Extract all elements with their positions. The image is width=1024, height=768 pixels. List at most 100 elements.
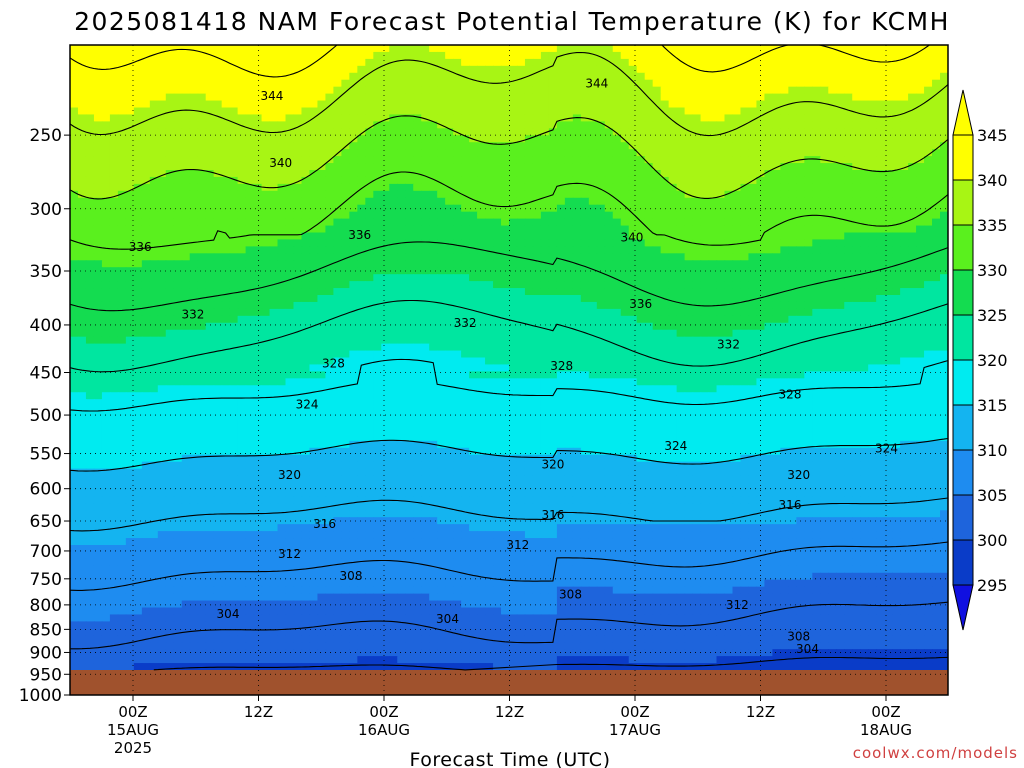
heatmap-cell xyxy=(485,72,494,81)
heatmap-cell xyxy=(277,149,287,157)
heatmap-cell xyxy=(125,135,135,143)
heatmap-cell xyxy=(70,176,79,185)
heatmap-cell xyxy=(221,93,231,102)
heatmap-cell xyxy=(237,295,247,303)
heatmap-cell xyxy=(253,322,263,331)
heatmap-cell xyxy=(397,343,406,352)
heatmap-cell xyxy=(493,281,502,289)
heatmap-cell xyxy=(892,121,901,129)
heatmap-cell xyxy=(556,329,566,338)
heatmap-cell xyxy=(652,218,662,227)
heatmap-cell xyxy=(181,281,191,289)
heatmap-cell xyxy=(70,100,79,109)
heatmap-cell xyxy=(924,274,933,282)
heatmap-cell xyxy=(516,350,526,359)
heatmap-cell xyxy=(708,295,718,303)
heatmap-cell xyxy=(636,218,646,227)
heatmap-cell xyxy=(469,218,478,227)
heatmap-cell xyxy=(612,163,622,171)
heatmap-cell xyxy=(588,246,598,254)
heatmap-cell xyxy=(556,204,566,213)
heatmap-cell xyxy=(724,211,734,220)
heatmap-cell xyxy=(868,45,877,53)
heatmap-cell xyxy=(780,253,789,261)
heatmap-cell xyxy=(149,86,159,95)
heatmap-cell xyxy=(772,295,781,303)
heatmap-cell xyxy=(101,197,111,206)
heatmap-cell xyxy=(732,301,742,310)
heatmap-cell xyxy=(668,45,678,53)
heatmap-cell xyxy=(548,246,558,254)
heatmap-cell xyxy=(453,246,462,254)
heatmap-cell xyxy=(844,128,853,136)
heatmap-cell xyxy=(524,121,534,129)
heatmap-cell xyxy=(485,128,494,136)
heatmap-cell xyxy=(580,295,590,303)
heatmap-cell xyxy=(916,107,925,116)
heatmap-cell xyxy=(604,336,614,345)
heatmap-cell xyxy=(748,315,758,324)
heatmap-cell xyxy=(181,156,191,164)
heatmap-cell xyxy=(524,65,534,74)
heatmap-cell xyxy=(636,51,646,60)
heatmap-cell xyxy=(301,301,311,310)
heatmap-cell xyxy=(924,343,933,352)
heatmap-cell xyxy=(820,65,829,74)
heatmap-cell xyxy=(469,45,478,53)
heatmap-cell xyxy=(373,72,382,81)
heatmap-cell xyxy=(548,239,558,247)
heatmap-cell xyxy=(628,183,638,192)
heatmap-cell xyxy=(285,176,295,185)
heatmap-cell xyxy=(796,246,805,254)
heatmap-cell xyxy=(333,350,342,359)
heatmap-cell xyxy=(181,170,191,178)
heatmap-cell xyxy=(652,114,662,122)
heatmap-cell xyxy=(501,170,510,178)
heatmap-cell xyxy=(173,211,183,220)
heatmap-cell xyxy=(173,142,183,150)
heatmap-cell xyxy=(469,343,478,352)
heatmap-cell xyxy=(93,197,103,206)
heatmap-cell xyxy=(285,343,295,352)
heatmap-cell xyxy=(357,225,366,234)
heatmap-cell xyxy=(516,253,526,261)
heatmap-cell xyxy=(245,197,255,206)
heatmap-cell xyxy=(836,86,845,95)
heatmap-cell xyxy=(564,176,574,185)
heatmap-cell xyxy=(181,197,191,206)
heatmap-cell xyxy=(149,322,159,331)
heatmap-cell xyxy=(77,211,87,220)
heatmap-cell xyxy=(820,336,829,345)
heatmap-cell xyxy=(556,267,566,275)
heatmap-cell xyxy=(884,322,893,331)
heatmap-cell xyxy=(692,232,702,241)
heatmap-cell xyxy=(724,274,734,282)
heatmap-cell xyxy=(365,93,374,102)
heatmap-cell xyxy=(860,176,869,185)
heatmap-cell xyxy=(245,336,255,345)
heatmap-cell xyxy=(684,350,694,359)
heatmap-cell xyxy=(636,128,646,136)
heatmap-cell xyxy=(780,135,789,143)
heatmap-cell xyxy=(572,218,582,227)
heatmap-cell xyxy=(828,51,837,60)
heatmap-cell xyxy=(389,295,398,303)
heatmap-cell xyxy=(884,149,893,157)
heatmap-cell xyxy=(237,225,247,234)
heatmap-cell xyxy=(325,288,334,296)
heatmap-cell xyxy=(932,58,941,67)
heatmap-cell xyxy=(197,357,207,366)
heatmap-cell xyxy=(133,114,143,122)
heatmap-cell xyxy=(389,343,398,352)
heatmap-cell xyxy=(860,135,869,143)
heatmap-cell xyxy=(197,225,207,234)
heatmap-cell xyxy=(125,65,135,74)
heatmap-cell xyxy=(852,135,861,143)
heatmap-cell xyxy=(469,114,478,122)
heatmap-cell xyxy=(221,315,231,324)
heatmap-cell xyxy=(636,121,646,129)
heatmap-cell xyxy=(373,225,382,234)
heatmap-cell xyxy=(109,350,119,359)
heatmap-cell xyxy=(229,295,239,303)
heatmap-cell xyxy=(572,308,582,317)
